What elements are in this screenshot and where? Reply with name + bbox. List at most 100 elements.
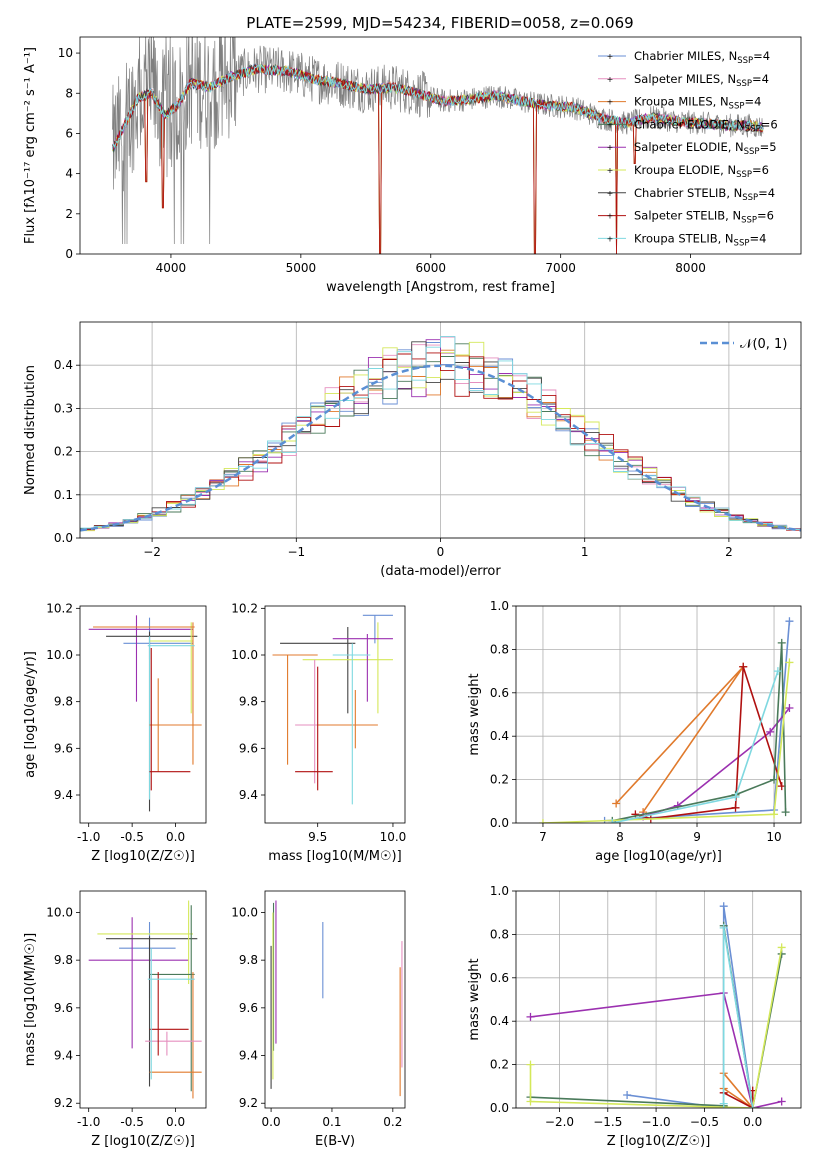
weight-line	[542, 662, 791, 823]
axes-frame	[79, 36, 802, 255]
x-tick-label: 0.0	[166, 830, 185, 844]
y-tick-label: 10.0	[46, 648, 73, 662]
weight-marker	[526, 1097, 535, 1106]
plot-area	[88, 900, 202, 1099]
y-tick-label: 9.2	[239, 1096, 258, 1110]
x-tick-label: −1.0	[642, 1115, 671, 1129]
y-tick-label: 9.4	[54, 1049, 73, 1063]
weight-marker	[631, 810, 640, 819]
y-tick-label: 9.4	[239, 788, 258, 802]
y-tick-label: 0.4	[54, 358, 73, 372]
axes-frame	[515, 890, 802, 1109]
y-axis-label: Normed distribution	[23, 365, 38, 495]
x-tick-label: 0.0	[166, 1115, 185, 1129]
y-tick-label: 0.0	[490, 1101, 509, 1115]
plot-area	[270, 900, 403, 1097]
y-tick-label: 0.4	[490, 1014, 509, 1028]
x-tick-label: 10.0	[380, 830, 407, 844]
y-axis-label: Flux [fλ10⁻¹⁷ erg cm⁻² s⁻¹ A⁻¹]	[23, 47, 38, 244]
x-axis-label: Z [log10(Z/Z☉)]	[607, 1134, 711, 1149]
legend-label: Kroupa MILES, NSSP=4	[634, 95, 761, 112]
y-axis-label: age [log10(age/yr)]	[23, 651, 38, 778]
x-tick-label: 8	[616, 830, 624, 844]
x-axis-label: Z [log10(Z/Z☉)]	[91, 1134, 195, 1149]
weight-marker	[785, 703, 794, 712]
plot-area	[88, 615, 202, 812]
legend-label: Salpeter ELODIE, NSSP=5	[634, 140, 777, 157]
y-tick-label: 0.0	[490, 816, 509, 830]
legend-marker: +	[607, 212, 614, 221]
axes-frame	[515, 605, 802, 824]
x-tick-label: 5000	[286, 261, 317, 275]
plot-area	[80, 335, 801, 532]
y-tick-label: 9.4	[239, 1049, 258, 1063]
x-tick-label: 0.0	[743, 1115, 762, 1129]
weight-line	[723, 1090, 754, 1108]
x-axis-label: wavelength [Angstrom, rest frame]	[326, 280, 555, 295]
y-tick-label: 0.4	[490, 729, 509, 743]
y-tick-label: 10.2	[231, 601, 258, 615]
y-tick-label: 9.4	[54, 788, 73, 802]
weight-line	[722, 927, 754, 1108]
spectrum-model-line	[112, 64, 764, 254]
axes-frame	[79, 890, 207, 1109]
y-tick-label: 10.0	[46, 905, 73, 919]
weight-marker	[612, 799, 621, 808]
x-tick-label: 7	[539, 830, 547, 844]
y-tick-label: 2	[65, 207, 73, 221]
x-tick-label: -0.5	[120, 830, 143, 844]
x-tick-label: −2.0	[545, 1115, 574, 1129]
x-tick-label: 7000	[545, 261, 576, 275]
x-tick-label: 0.1	[322, 1115, 341, 1129]
weight-marker	[608, 819, 617, 823]
y-tick-label: 0.8	[490, 927, 509, 941]
x-tick-label: −0.5	[690, 1115, 719, 1129]
x-tick-label: 9.5	[308, 830, 327, 844]
axes-frame	[79, 605, 207, 824]
age-vs-metallicity-panel: -1.0 -0.5 0.0 9.4 9.6 9.8 10.0 10.2 Z [log10(Z/Z…	[23, 601, 207, 864]
x-axis-label: Z [log10(Z/Z☉)]	[91, 849, 195, 864]
x-tick-label: 8000	[675, 261, 706, 275]
x-tick-label: -0.5	[120, 1115, 143, 1129]
weight-line	[642, 707, 791, 818]
x-tick-label: 9	[693, 830, 701, 844]
legend-marker: +	[607, 189, 614, 198]
x-axis-label: (data-model)/error	[380, 564, 501, 579]
weight-line	[529, 947, 783, 1108]
x-tick-label: 1	[581, 545, 589, 559]
x-tick-label: 2	[725, 545, 733, 559]
x-tick-label: −1	[287, 545, 305, 559]
y-tick-label: 4	[65, 167, 73, 181]
y-tick-label: 0	[65, 247, 73, 261]
x-tick-label: 0	[437, 545, 445, 559]
gaussian-legend-label: 𝒩(0, 1)	[740, 337, 787, 352]
weight-line	[626, 906, 754, 1108]
y-tick-label: 10	[58, 46, 73, 60]
y-tick-label: 0.6	[490, 686, 509, 700]
legend-marker: +	[607, 120, 614, 129]
legend-label: Chabrier ELODIE, NSSP=6	[634, 117, 778, 134]
weight-marker	[526, 1060, 535, 1069]
y-tick-label: 0.3	[54, 401, 73, 415]
weight-line	[615, 666, 744, 813]
legend-marker: +	[607, 234, 614, 243]
plot-area	[272, 614, 393, 805]
x-tick-label: 0.2	[383, 1115, 402, 1129]
y-tick-label: 0.2	[54, 445, 73, 459]
legend-marker: +	[607, 52, 614, 61]
residual-histogram-panel: −2 −1 0 1 2 0.0 0.1 0.2 0.3 0.4 (data-model)/error…	[23, 321, 802, 579]
x-tick-label: 0.0	[262, 1115, 281, 1129]
plot-area	[112, 37, 764, 254]
y-tick-label: 10.2	[46, 601, 73, 615]
x-tick-label: −1.5	[593, 1115, 622, 1129]
legend-marker: +	[607, 98, 614, 107]
spectrum-model-line	[112, 64, 764, 150]
weight-line	[612, 670, 779, 823]
weight-marker	[739, 662, 748, 671]
y-tick-label: 0.2	[490, 1058, 509, 1072]
y-tick-label: 1.0	[490, 884, 509, 898]
y-tick-label: 9.8	[239, 953, 258, 967]
x-axis-label: mass [log10(M/M☉)]	[268, 849, 401, 864]
weight-vs-age-panel: 7 8 9 10 0.0 0.2 0.4 0.6 0.8 1.0 age [log10(age/yr…	[467, 599, 802, 864]
